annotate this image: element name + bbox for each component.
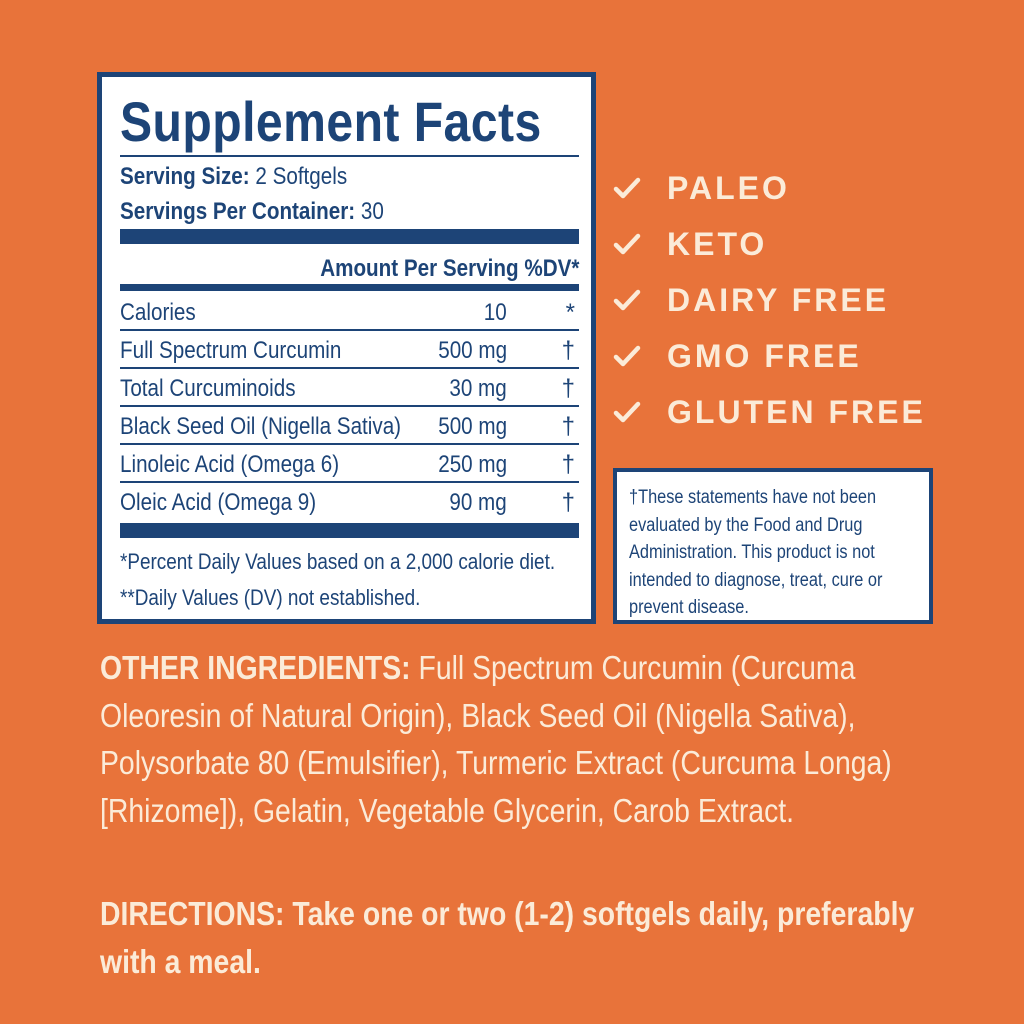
divider-thick: [120, 229, 579, 244]
nutrient-name: Calories: [120, 299, 196, 326]
serving-size-value: 2 Softgels: [255, 163, 348, 190]
claim-item: GMO FREE: [613, 328, 926, 384]
nutrient-dv: †: [561, 413, 575, 440]
supplement-facts-panel: Supplement Facts Serving Size: 2 Softgel…: [97, 72, 596, 624]
nutrient-name: Total Curcuminoids: [120, 375, 296, 402]
divider-thick: [120, 523, 579, 538]
claims-list: PALEO KETO DAIRY FREE GMO FREE GLUTEN FREE: [613, 160, 926, 440]
directions-text: Take one or two (1-2) softgels daily, pr…: [100, 895, 915, 980]
divider-medium: [120, 284, 579, 291]
nutrient-amount: 250 mg: [438, 451, 507, 478]
facts-title: Supplement Facts: [120, 90, 542, 153]
claim-label: DAIRY FREE: [667, 281, 890, 318]
claim-item: DAIRY FREE: [613, 272, 926, 328]
nutrient-dv: †: [561, 337, 575, 364]
footnote-not-established: **Daily Values (DV) not established.: [120, 585, 421, 610]
row-divider: [120, 443, 579, 445]
nutrient-row: Full Spectrum Curcumin 500 mg †: [120, 331, 579, 369]
nutrient-amount: 90 mg: [449, 489, 507, 516]
serving-size-label: Serving Size:: [120, 163, 250, 190]
nutrient-dv: †: [561, 451, 575, 478]
other-ingredients: OTHER INGREDIENTS: Full Spectrum Curcumi…: [100, 644, 926, 834]
directions: DIRECTIONS: Take one or two (1-2) softge…: [100, 890, 926, 985]
fda-disclaimer-text: †These statements have not been evaluate…: [629, 487, 883, 618]
nutrient-dv: †: [561, 489, 575, 516]
footnote-daily-values: *Percent Daily Values based on a 2,000 c…: [120, 549, 556, 574]
other-ingredients-label: OTHER INGREDIENTS:: [100, 649, 411, 686]
nutrient-name: Oleic Acid (Omega 9): [120, 489, 317, 516]
claim-label: KETO: [667, 225, 768, 262]
nutrient-row: Oleic Acid (Omega 9) 90 mg †: [120, 483, 579, 521]
nutrient-amount: 500 mg: [438, 337, 507, 364]
nutrient-dv: *: [565, 299, 575, 326]
nutrient-amount: 30 mg: [449, 375, 507, 402]
servings-label: Servings Per Container:: [120, 198, 356, 225]
other-ingredients-text: Full Spectrum Curcumin (Curcuma Oleoresi…: [100, 649, 892, 829]
claim-item: KETO: [613, 216, 926, 272]
nutrient-row: Calories 10 *: [120, 293, 579, 331]
serving-size: Serving Size: 2 Softgels: [120, 163, 347, 191]
row-divider: [120, 481, 579, 483]
divider: [120, 155, 579, 157]
checkmark-icon: [613, 177, 641, 199]
claim-label: PALEO: [667, 169, 790, 206]
claim-item: PALEO: [613, 160, 926, 216]
row-divider: [120, 367, 579, 369]
nutrient-name: Black Seed Oil (Nigella Sativa): [120, 413, 402, 440]
row-divider: [120, 405, 579, 407]
claim-label: GMO FREE: [667, 337, 862, 374]
nutrient-name: Linoleic Acid (Omega 6): [120, 451, 340, 478]
row-divider: [120, 329, 579, 331]
nutrient-amount: 10: [484, 299, 507, 326]
nutrient-amount: 500 mg: [438, 413, 507, 440]
claim-label: GLUTEN FREE: [667, 393, 926, 430]
nutrient-row: Linoleic Acid (Omega 6) 250 mg †: [120, 445, 579, 483]
nutrient-row: Total Curcuminoids 30 mg †: [120, 369, 579, 407]
directions-label: DIRECTIONS:: [100, 895, 285, 932]
checkmark-icon: [613, 289, 641, 311]
servings-per-container: Servings Per Container: 30: [120, 198, 384, 226]
nutrient-name: Full Spectrum Curcumin: [120, 337, 342, 364]
nutrient-dv: †: [561, 375, 575, 402]
fda-disclaimer-box: †These statements have not been evaluate…: [613, 468, 933, 624]
servings-value: 30: [360, 198, 384, 225]
checkmark-icon: [613, 233, 641, 255]
nutrient-row: Black Seed Oil (Nigella Sativa) 500 mg †: [120, 407, 579, 445]
amount-header: Amount Per Serving %DV*: [319, 255, 579, 282]
checkmark-icon: [613, 345, 641, 367]
claim-item: GLUTEN FREE: [613, 384, 926, 440]
checkmark-icon: [613, 401, 641, 423]
